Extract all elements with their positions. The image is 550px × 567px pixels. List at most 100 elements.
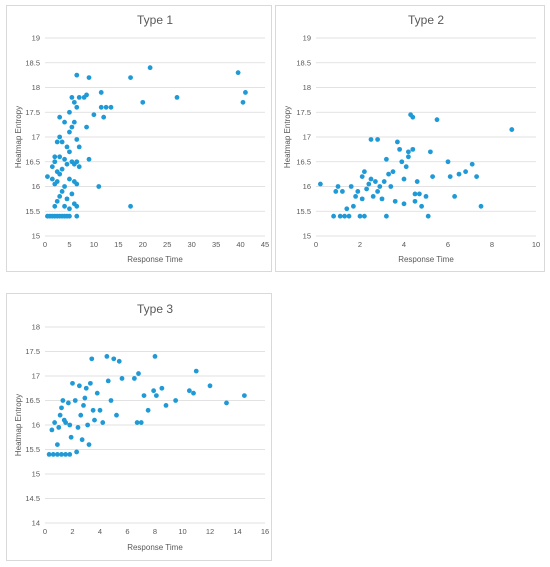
data-point	[401, 201, 407, 207]
data-point	[377, 184, 383, 189]
data-point	[478, 203, 484, 209]
data-point	[401, 176, 407, 182]
data-point	[224, 400, 229, 406]
data-point	[72, 398, 78, 403]
y-tick-label: 17	[32, 133, 40, 142]
data-point	[97, 407, 103, 413]
data-point	[141, 393, 147, 398]
x-tick-label: 35	[212, 240, 220, 249]
x-tick-label: 10	[178, 527, 186, 536]
y-tick-label: 15	[32, 470, 40, 479]
data-point	[351, 203, 356, 209]
data-point	[173, 398, 179, 403]
data-point	[49, 427, 55, 433]
data-point	[76, 383, 82, 389]
y-tick-label: 15.5	[25, 207, 40, 216]
data-point	[134, 420, 140, 425]
data-point	[86, 442, 92, 447]
chart-panel-type-2: 15 15.5 16 16.5 17 17.5 18 18.5 19 0 2 4 6 8 10 Type 2 R…	[275, 5, 545, 272]
data-point	[434, 117, 440, 123]
data-point	[392, 198, 398, 204]
data-point	[193, 368, 199, 374]
data-point	[82, 395, 88, 401]
data-point	[447, 174, 453, 180]
data-point	[342, 213, 347, 219]
data-point	[71, 119, 77, 125]
data-point	[364, 186, 369, 192]
data-point	[241, 393, 247, 398]
y-tick-label: 16	[32, 182, 40, 191]
x-tick-label: 4	[98, 527, 102, 536]
data-point	[59, 189, 65, 194]
data-point	[90, 407, 96, 413]
x-tick-label: 6	[446, 240, 450, 249]
x-tick-label: 5	[67, 240, 71, 249]
chart-panel-type-1: 15 15.5 16 16.5 17 17.5 18 18.5 19 0 5 10 15 20 25 30 35…	[6, 5, 272, 272]
data-point	[412, 191, 418, 197]
data-point	[54, 179, 60, 184]
data-point	[69, 191, 75, 197]
data-point	[57, 114, 63, 120]
data-point	[119, 376, 125, 381]
data-point	[152, 354, 158, 359]
data-point	[159, 385, 165, 391]
x-tick-label: 40	[236, 240, 244, 249]
y-tick-label: 18	[32, 323, 40, 332]
data-point	[79, 437, 85, 443]
data-point	[103, 104, 109, 110]
data-point	[153, 393, 159, 398]
y-tick-label: 19	[303, 34, 311, 43]
data-point	[71, 99, 77, 105]
data-point	[111, 356, 117, 362]
y-tick-label: 14	[32, 519, 40, 528]
data-point	[403, 164, 409, 170]
data-point	[240, 99, 246, 105]
chart-svg-type-1: 15 15.5 16 16.5 17 17.5 18 18.5 19 0 5 10 15 20 25 30 35…	[14, 13, 269, 264]
data-point	[375, 189, 380, 194]
y-tick-label: 16	[32, 421, 40, 430]
data-point	[89, 356, 95, 362]
data-point	[430, 174, 435, 180]
y-tick-label: 16.5	[296, 157, 311, 166]
data-point	[54, 139, 60, 145]
data-point	[67, 149, 72, 155]
y-tick-label: 14.5	[25, 494, 40, 503]
data-point	[67, 213, 72, 219]
x-tick-label: 8	[490, 240, 494, 249]
data-point	[509, 127, 515, 132]
chart-title: Type 2	[408, 13, 444, 27]
data-point	[60, 398, 66, 403]
data-point	[65, 400, 71, 406]
data-point	[388, 184, 394, 189]
data-point	[86, 156, 92, 162]
data-point	[138, 420, 144, 425]
data-point	[54, 452, 60, 457]
chart-panel-type-3: 14 14.5 15 15.5 16 16.5 17 17.5 18 0 2 4 6 8 10 12 14 16 T…	[6, 293, 272, 561]
x-tick-label: 45	[261, 240, 269, 249]
data-point	[84, 124, 89, 130]
x-axis-label: Response Time	[127, 543, 183, 552]
data-point	[381, 179, 387, 184]
data-point	[84, 92, 89, 98]
data-point	[67, 109, 72, 115]
y-axis-label: Heatmap Entropy	[14, 394, 23, 456]
data-point	[445, 159, 451, 165]
data-point	[410, 114, 416, 120]
data-point	[395, 139, 400, 145]
data-point	[62, 184, 67, 189]
data-point	[136, 371, 141, 376]
data-point	[52, 154, 58, 160]
data-point	[163, 403, 169, 408]
data-point	[108, 398, 114, 403]
x-tick-label: 2	[358, 240, 362, 249]
data-point	[50, 452, 56, 457]
data-point	[428, 149, 433, 155]
data-point	[91, 112, 97, 118]
data-point	[333, 189, 339, 194]
x-axis-label: Response Time	[398, 255, 454, 264]
x-axis-label: Response Time	[127, 255, 183, 264]
y-tick-label: 15	[303, 232, 311, 241]
data-point	[92, 417, 97, 423]
data-point	[373, 179, 378, 184]
data-point	[67, 129, 72, 135]
